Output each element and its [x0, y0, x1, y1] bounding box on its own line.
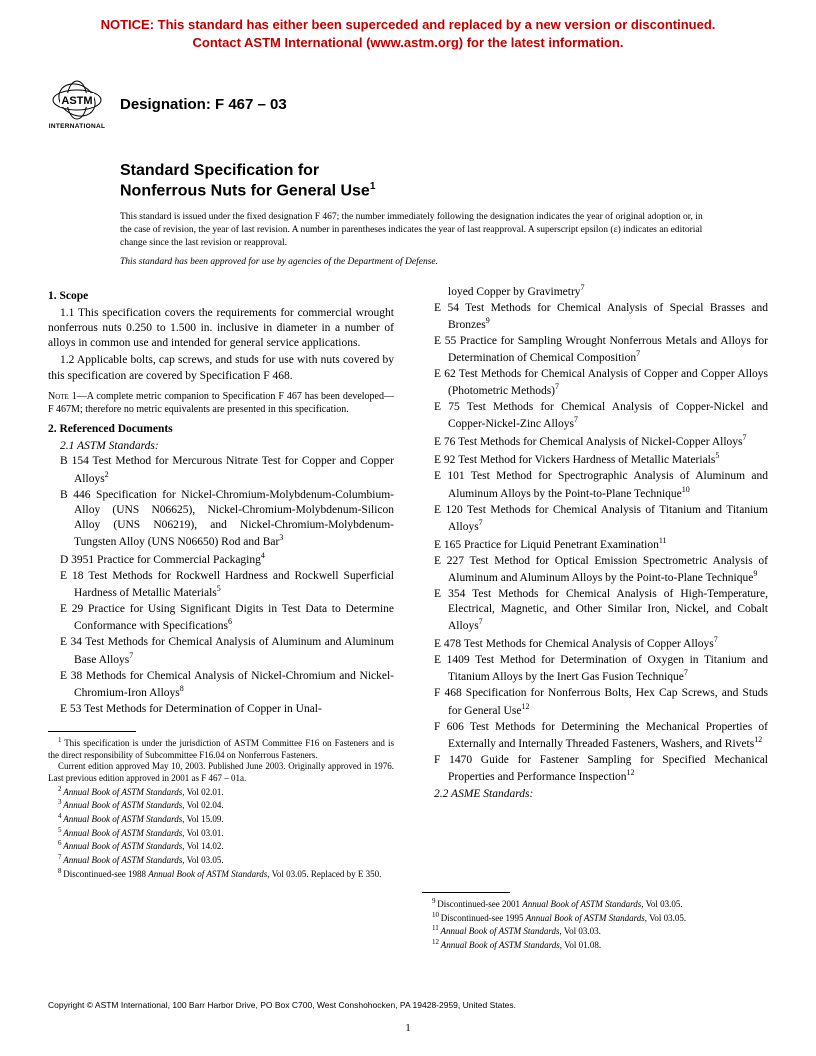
designation: Designation: F 467 – 03 [120, 96, 287, 113]
footnote: 6 Annual Book of ASTM Standards, Vol 14.… [48, 839, 394, 853]
footnote: 7 Annual Book of ASTM Standards, Vol 03.… [48, 853, 394, 867]
ref-list-right: E 54 Test Methods for Chemical Analysis … [422, 301, 768, 785]
footnote: 11 Annual Book of ASTM Standards, Vol 03… [422, 924, 768, 938]
header: ASTM INTERNATIONAL Designation: F 467 – … [48, 75, 768, 133]
scope-note: Note 1—A complete metric companion to Sp… [48, 390, 394, 416]
ref-item: E 478 Test Methods for Chemical Analysis… [422, 635, 768, 652]
title-line1: Standard Specification for [120, 162, 319, 179]
copyright: Copyright © ASTM International, 100 Barr… [48, 1000, 516, 1010]
ref-item: F 468 Specification for Nonferrous Bolts… [422, 686, 768, 718]
ref-item: E 165 Practice for Liquid Penetrant Exam… [422, 536, 768, 553]
page-number: 1 [0, 1022, 816, 1034]
footnote: 2 Annual Book of ASTM Standards, Vol 02.… [48, 785, 394, 799]
note-text: A complete metric companion to Specifica… [48, 391, 394, 415]
title-line2: Nonferrous Nuts for General Use [120, 182, 370, 199]
footnote-rule-left [48, 731, 136, 732]
scope-p1: 1.1 This specification covers the requir… [48, 306, 394, 352]
footnote: 8 Discontinued-see 1988 Annual Book of A… [48, 867, 394, 881]
scope-p2: 1.2 Applicable bolts, cap screws, and st… [48, 353, 394, 383]
ref-item: E 54 Test Methods for Chemical Analysis … [422, 301, 768, 333]
footnote: 1 This specification is under the jurisd… [48, 736, 394, 761]
astm-standards-sub: 2.1 ASTM Standards: [48, 439, 394, 454]
ref-item: E 1409 Test Method for Determination of … [422, 653, 768, 685]
dod-approval: This standard has been approved for use … [120, 256, 708, 269]
ref-item: E 55 Practice for Sampling Wrought Nonfe… [422, 334, 768, 366]
ref-item: E 227 Test Method for Optical Emission S… [422, 554, 768, 586]
ref-item: E 76 Test Methods for Chemical Analysis … [422, 433, 768, 450]
ref-item: E 53 Test Methods for Determination of C… [48, 702, 394, 717]
logo-subtext: INTERNATIONAL [49, 123, 106, 130]
ref-item: F 606 Test Methods for Determining the M… [422, 720, 768, 752]
notice-banner: NOTICE: This standard has either been su… [48, 16, 768, 51]
ref-item: D 3951 Practice for Commercial Packaging… [48, 551, 394, 568]
footnote: 5 Annual Book of ASTM Standards, Vol 03.… [48, 826, 394, 840]
asme-standards-sub: 2.2 ASME Standards: [422, 787, 768, 802]
ref-item: E 29 Practice for Using Significant Digi… [48, 602, 394, 634]
ref-item: E 38 Methods for Chemical Analysis of Ni… [48, 669, 394, 701]
footnote: 12 Annual Book of ASTM Standards, Vol 01… [422, 938, 768, 952]
ref-item: E 354 Test Methods for Chemical Analysis… [422, 587, 768, 634]
footnote-rule-right [422, 892, 510, 893]
notice-line1: NOTICE: This standard has either been su… [101, 17, 716, 32]
ref-item-continuation: loyed Copper by Gravimetry7 [422, 283, 768, 300]
ref-item: F 1470 Guide for Fastener Sampling for S… [422, 753, 768, 785]
footnote: Current edition approved May 10, 2003. P… [48, 761, 394, 784]
ref-item: B 154 Test Method for Mercurous Nitrate … [48, 454, 394, 486]
note-label: Note 1— [48, 391, 87, 402]
body-columns: 1. Scope 1.1 This specification covers t… [48, 283, 768, 952]
ref-item: E 92 Test Method for Vickers Hardness of… [422, 451, 768, 468]
title-block: Standard Specification for Nonferrous Nu… [120, 161, 768, 201]
footnotes-left: 1 This specification is under the jurisd… [48, 736, 394, 881]
title-sup: 1 [370, 181, 376, 192]
ref-item: B 446 Specification for Nickel-Chromium-… [48, 488, 394, 551]
footnotes-right: 9 Discontinued-see 2001 Annual Book of A… [422, 897, 768, 952]
left-column: 1. Scope 1.1 This specification covers t… [48, 283, 394, 952]
ref-list-left: B 154 Test Method for Mercurous Nitrate … [48, 454, 394, 717]
ref-item: E 120 Test Methods for Chemical Analysis… [422, 503, 768, 535]
astm-logo-icon: ASTM INTERNATIONAL [48, 75, 106, 133]
scope-head: 1. Scope [48, 289, 394, 304]
ref-item: E 34 Test Methods for Chemical Analysis … [48, 635, 394, 667]
svg-text:ASTM: ASTM [61, 95, 92, 107]
ref-item: E 62 Test Methods for Chemical Analysis … [422, 367, 768, 399]
ref-item: E 101 Test Method for Spectrographic Ana… [422, 469, 768, 501]
right-column: loyed Copper by Gravimetry7 E 54 Test Me… [422, 283, 768, 952]
footnote: 10 Discontinued-see 1995 Annual Book of … [422, 911, 768, 925]
ref-item: E 75 Test Methods for Chemical Analysis … [422, 400, 768, 432]
footnote: 4 Annual Book of ASTM Standards, Vol 15.… [48, 812, 394, 826]
ref-item: E 18 Test Methods for Rockwell Hardness … [48, 569, 394, 601]
footnote: 3 Annual Book of ASTM Standards, Vol 02.… [48, 798, 394, 812]
notice-line2: Contact ASTM International (www.astm.org… [193, 35, 624, 50]
footnote: 9 Discontinued-see 2001 Annual Book of A… [422, 897, 768, 911]
issuance-note: This standard is issued under the fixed … [120, 211, 768, 268]
issuance-text: This standard is issued under the fixed … [120, 211, 708, 249]
refdocs-head: 2. Referenced Documents [48, 422, 394, 437]
